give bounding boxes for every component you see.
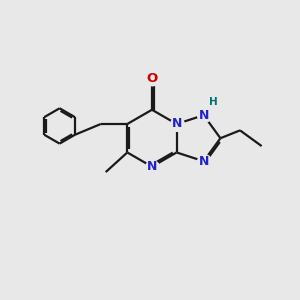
Text: N: N <box>199 155 209 168</box>
Text: O: O <box>146 72 158 85</box>
Text: N: N <box>147 160 157 173</box>
Text: N: N <box>199 109 209 122</box>
Text: N: N <box>171 118 182 130</box>
Text: H: H <box>209 98 218 107</box>
